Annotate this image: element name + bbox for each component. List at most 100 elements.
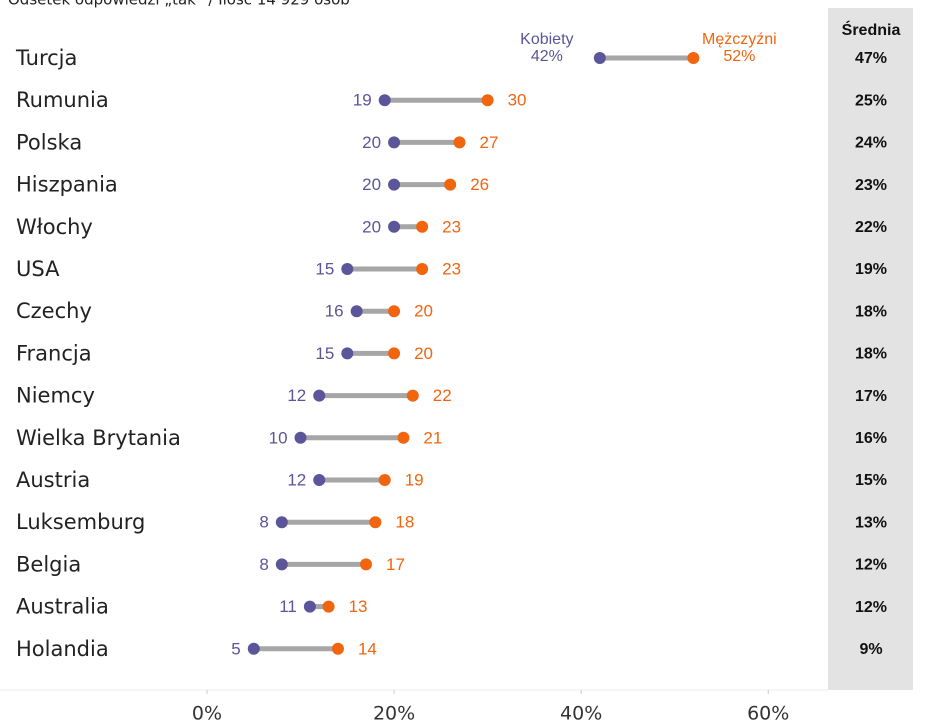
dot-women bbox=[275, 558, 288, 571]
dot-men bbox=[397, 431, 410, 444]
value-label: 22 bbox=[433, 386, 452, 405]
value-label: 20 bbox=[414, 344, 433, 363]
dot-men bbox=[388, 347, 401, 360]
category-label: Belgia bbox=[16, 552, 81, 576]
average-value: 13% bbox=[855, 514, 887, 531]
value-label: 12 bbox=[287, 470, 306, 489]
dot-men bbox=[360, 558, 373, 571]
value-label: 17 bbox=[386, 555, 405, 574]
value-label: 42% bbox=[531, 48, 563, 65]
value-label: 26 bbox=[470, 175, 489, 194]
dot-men bbox=[416, 263, 429, 275]
category-label: Austria bbox=[16, 468, 90, 492]
legend-label: Kobiety bbox=[520, 31, 573, 48]
dot-men bbox=[369, 516, 382, 529]
value-label: 8 bbox=[259, 513, 268, 532]
value-label: 12 bbox=[287, 386, 306, 405]
value-label: 13 bbox=[349, 597, 368, 616]
average-value: 19% bbox=[855, 261, 887, 278]
average-value: 47% bbox=[855, 50, 887, 67]
average-value: 24% bbox=[855, 135, 887, 152]
average-header: Średnia bbox=[842, 20, 901, 39]
average-value: 22% bbox=[855, 219, 887, 236]
category-label: Holandia bbox=[16, 637, 109, 661]
dot-men bbox=[378, 474, 391, 486]
dot-women bbox=[388, 220, 401, 233]
value-label: 15 bbox=[315, 259, 334, 278]
average-value: 15% bbox=[855, 472, 887, 489]
dot-men bbox=[322, 600, 335, 613]
value-label: 20 bbox=[362, 175, 381, 194]
dot-women bbox=[303, 600, 316, 613]
value-label: 21 bbox=[423, 428, 442, 447]
category-label: Australia bbox=[16, 595, 109, 619]
value-label: 30 bbox=[508, 91, 527, 110]
category-label: Rumunia bbox=[16, 88, 109, 112]
value-label: 20 bbox=[414, 302, 433, 321]
dot-women bbox=[341, 263, 354, 275]
category-label: USA bbox=[16, 257, 60, 281]
average-column bbox=[828, 8, 913, 690]
average-value: 12% bbox=[855, 599, 887, 616]
dot-women bbox=[378, 94, 391, 107]
dot-women bbox=[593, 52, 606, 64]
average-value: 12% bbox=[855, 557, 887, 574]
category-label: Turcja bbox=[15, 46, 77, 70]
value-label: 19 bbox=[353, 91, 372, 110]
dot-women bbox=[388, 136, 401, 149]
average-value: 23% bbox=[855, 177, 887, 194]
value-label: 23 bbox=[442, 259, 461, 278]
dot-women bbox=[313, 389, 326, 402]
average-value: 16% bbox=[855, 430, 887, 447]
x-tick-label: 60% bbox=[747, 703, 789, 723]
category-label: Wielka Brytania bbox=[16, 426, 181, 450]
value-label: 14 bbox=[358, 639, 377, 658]
value-label: 20 bbox=[362, 217, 381, 236]
dot-women bbox=[247, 642, 260, 655]
value-label: 23 bbox=[442, 217, 461, 236]
category-label: Polska bbox=[16, 130, 82, 154]
category-label: Hiszpania bbox=[16, 173, 118, 197]
x-tick-label: 20% bbox=[373, 703, 415, 723]
value-label: 20 bbox=[362, 133, 381, 152]
dot-men bbox=[687, 52, 700, 64]
value-label: 5 bbox=[231, 639, 240, 658]
category-label: Czechy bbox=[16, 299, 92, 323]
value-label: 18 bbox=[395, 513, 414, 532]
average-value: 18% bbox=[855, 346, 887, 363]
dot-women bbox=[388, 178, 401, 191]
dot-women bbox=[341, 347, 354, 360]
legend-label: Mężczyźni bbox=[702, 31, 777, 48]
dot-men bbox=[406, 389, 419, 402]
value-label: 11 bbox=[279, 597, 297, 616]
value-label: 10 bbox=[269, 428, 288, 447]
x-tick-label: 0% bbox=[192, 703, 222, 723]
average-value: 9% bbox=[859, 641, 882, 658]
dot-women bbox=[350, 305, 363, 318]
category-label: Luksemburg bbox=[16, 510, 145, 534]
average-value: 18% bbox=[855, 303, 887, 320]
value-label: 15 bbox=[315, 344, 334, 363]
value-label: 27 bbox=[480, 133, 499, 152]
average-value: 25% bbox=[855, 92, 887, 109]
value-label: 19 bbox=[405, 470, 424, 489]
value-label: 8 bbox=[259, 555, 268, 574]
category-label: Francja bbox=[16, 341, 92, 365]
x-tick-label: 40% bbox=[560, 703, 602, 723]
dot-men bbox=[388, 305, 401, 318]
category-label: Niemcy bbox=[16, 384, 95, 408]
dot-women bbox=[313, 474, 326, 486]
dot-men bbox=[331, 642, 344, 655]
dot-men bbox=[444, 178, 457, 191]
dot-women bbox=[275, 516, 288, 529]
category-label: Włochy bbox=[16, 215, 93, 239]
dot-men bbox=[453, 136, 466, 149]
dot-men bbox=[481, 94, 494, 107]
value-label: 52% bbox=[723, 48, 755, 65]
value-label: 16 bbox=[325, 302, 344, 321]
average-value: 17% bbox=[855, 388, 887, 405]
subtitle: Odsetek odpowiedzi „tak” / Ilość 14 929 … bbox=[8, 0, 350, 9]
dot-men bbox=[416, 220, 429, 233]
dot-women bbox=[294, 431, 307, 444]
